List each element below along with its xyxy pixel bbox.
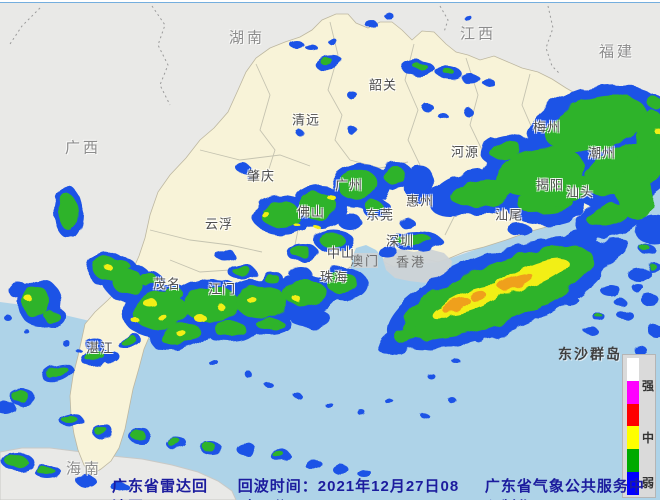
legend-swatch-magenta [627,380,639,404]
macau-region [354,253,378,268]
legend-swatch-red [627,403,639,427]
legend-swatch-white [627,358,639,381]
legend-label-medium: 中 [642,431,655,445]
hainan-land [0,447,237,500]
radar-echoes [0,12,660,492]
legend-swatch-blue [627,471,639,495]
hongkong-region [383,249,452,283]
legend-swatch-green [627,449,639,472]
echo-layer-strong-orange [441,273,533,313]
legend-swatch-yellow [627,426,639,450]
province-borders [9,5,561,106]
caption-title: 广东省雷达回波图 [112,478,209,500]
legend-color-bar [627,358,639,495]
intensity-legend: 强 中 弱 [622,354,656,498]
caption-credit: 广东省气象公共服务中心制作 [484,478,645,500]
caption-bar: 广东省雷达回波图 回波时间：2021年12月27日08时30分 广东省气象公共服… [112,475,660,500]
legend-label-strong: 强 [642,379,655,393]
top-margin [0,0,660,2]
caption-time: 回波时间：2021年12月27日08时30分 [237,478,460,500]
top-border-line [0,2,660,3]
legend-label-weak: 弱 [642,476,655,490]
